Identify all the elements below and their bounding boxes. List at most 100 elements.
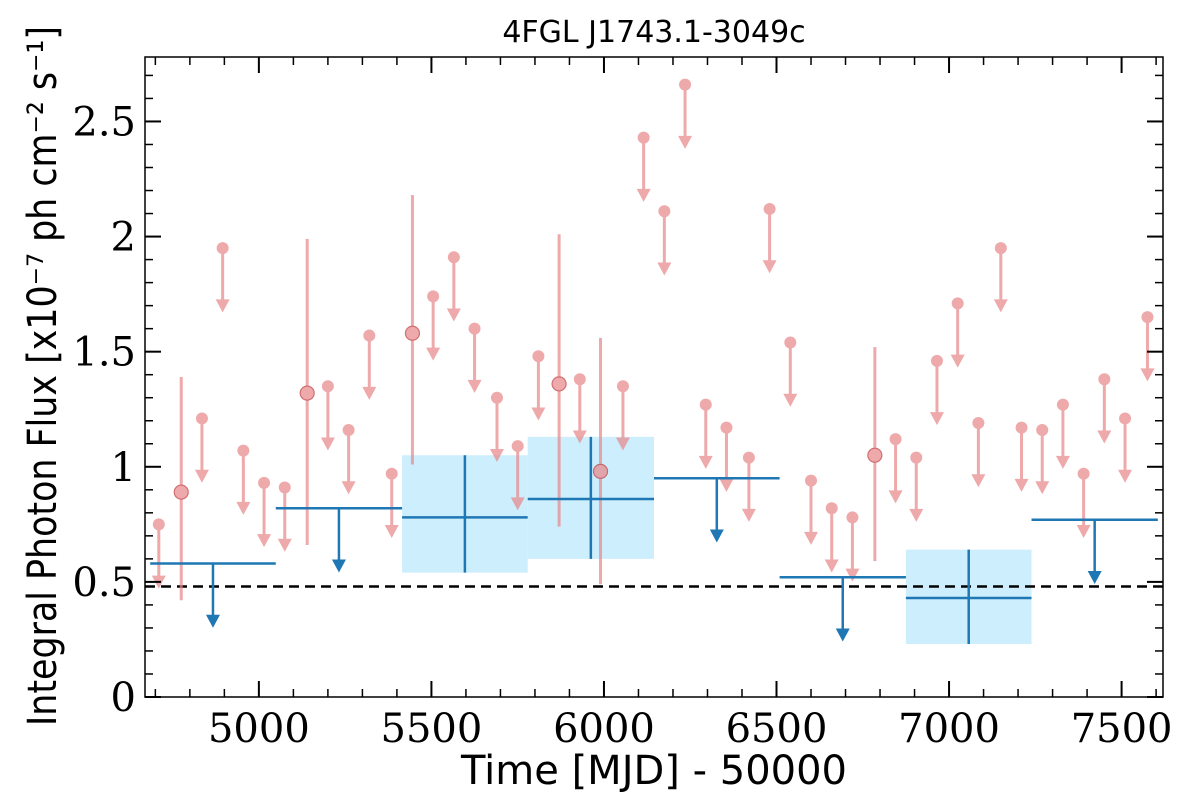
monthly-upper-limit-arrow [277, 538, 292, 552]
monthly-marker [258, 476, 271, 489]
monthly-upper-limit-arrow [1014, 478, 1029, 492]
monthly-marker [195, 412, 208, 425]
monthly-marker [321, 380, 334, 393]
monthly-upper-limit-arrow [194, 469, 209, 483]
monthly-marker [972, 417, 985, 430]
monthly-marker [385, 467, 398, 480]
x-tick-label: 6500 [726, 706, 828, 752]
monthly-marker [889, 433, 902, 446]
monthly-point [1076, 467, 1091, 538]
monthly-marker [1098, 373, 1111, 386]
monthly-marker [1056, 398, 1069, 411]
monthly-upper-limit-arrow [636, 188, 651, 202]
x-tick-label: 5000 [208, 706, 310, 752]
monthly-point [151, 518, 166, 589]
monthly-marker [551, 376, 567, 392]
monthly-point [194, 412, 209, 483]
monthly-point [678, 78, 693, 149]
monthly-marker [699, 398, 712, 411]
monthly-upper-limit-arrow [257, 534, 272, 548]
monthly-point [845, 511, 860, 582]
monthly-marker [679, 78, 692, 91]
y-tick-label: 0.5 [72, 560, 136, 606]
monthly-marker [846, 511, 859, 524]
monthly-point [489, 391, 504, 462]
monthly-marker [1141, 311, 1154, 324]
monthly-marker [1015, 421, 1028, 434]
monthly-upper-limit-arrow [615, 437, 630, 451]
chart-title: 4FGL J1743.1-3049c [502, 15, 805, 50]
monthly-upper-limit-arrow [1035, 481, 1050, 495]
monthly-marker [278, 481, 291, 494]
monthly-upper-limit-arrow [909, 508, 924, 522]
monthly-point [929, 354, 944, 426]
monthly-marker [930, 354, 943, 367]
monthly-point [531, 350, 546, 421]
monthly-series-layer [151, 78, 1155, 601]
monthly-upper-limit-arrow [341, 481, 356, 495]
monthly-point [867, 347, 883, 562]
monthly-marker [342, 423, 355, 436]
monthly-upper-limit-arrow [971, 474, 986, 488]
monthly-marker [951, 297, 964, 310]
monthly-point [698, 398, 713, 469]
monthly-marker [1077, 467, 1090, 480]
monthly-marker [658, 205, 671, 218]
monthly-upper-limit-arrow [762, 260, 777, 274]
monthly-upper-limit-arrow [698, 455, 713, 469]
monthly-point [1118, 412, 1133, 483]
monthly-marker [720, 421, 733, 434]
monthly-point [888, 433, 903, 504]
monthly-point [277, 481, 292, 552]
x-tick-label: 6000 [553, 706, 655, 752]
monthly-upper-limit-arrow [215, 299, 230, 313]
monthly-upper-limit-arrow [950, 354, 965, 368]
monthly-point [636, 131, 651, 202]
y-tick-label: 1 [111, 445, 136, 491]
y-tick-label: 2 [111, 215, 136, 261]
monthly-point [719, 421, 734, 492]
monthly-marker [404, 325, 421, 341]
monthly-upper-limit-arrow [1055, 455, 1070, 469]
monthly-point [657, 205, 672, 276]
monthly-marker [784, 336, 797, 349]
y-tick-label: 1.5 [72, 330, 136, 376]
monthly-upper-limit-arrow [362, 386, 377, 400]
monthly-upper-limit-arrow [1076, 524, 1091, 538]
y-axis-label: Integral Photon Flux [x10⁻⁷ ph cm⁻² s⁻¹] [20, 26, 66, 726]
monthly-marker [592, 463, 609, 479]
monthly-upper-limit-arrow [1097, 430, 1112, 444]
plot-frame [144, 56, 1164, 698]
monthly-marker [363, 329, 376, 342]
monthly-marker [173, 484, 189, 500]
monthly-upper-limit-arrow [719, 478, 734, 492]
y-tick-label: 0 [111, 675, 136, 721]
monthly-marker [825, 502, 838, 515]
monthly-marker [616, 380, 629, 393]
yearly-upper-limit-arrow [709, 529, 724, 543]
monthly-point [783, 336, 798, 407]
monthly-upper-limit-arrow [1140, 368, 1155, 382]
monthly-point [236, 444, 251, 515]
monthly-point [426, 290, 441, 361]
monthly-point [341, 423, 356, 495]
monthly-point [1014, 421, 1029, 492]
monthly-point [173, 377, 189, 601]
monthly-marker [511, 440, 524, 453]
monthly-upper-limit-arrow [467, 379, 482, 393]
monthly-marker [299, 385, 315, 401]
monthly-upper-limit-arrow [572, 430, 587, 444]
x-tick-label: 7500 [1071, 706, 1173, 752]
monthly-upper-limit-arrow [678, 135, 693, 149]
monthly-upper-limit-arrow [657, 262, 672, 276]
monthly-marker [447, 251, 460, 264]
yearly-upper-limit-arrow [331, 559, 346, 573]
monthly-point [1140, 311, 1155, 382]
monthly-point [551, 234, 567, 527]
monthly-upper-limit-arrow [929, 412, 944, 426]
monthly-point [299, 238, 315, 546]
monthly-point [215, 242, 230, 313]
monthly-point [741, 451, 756, 522]
monthly-marker [532, 350, 545, 363]
